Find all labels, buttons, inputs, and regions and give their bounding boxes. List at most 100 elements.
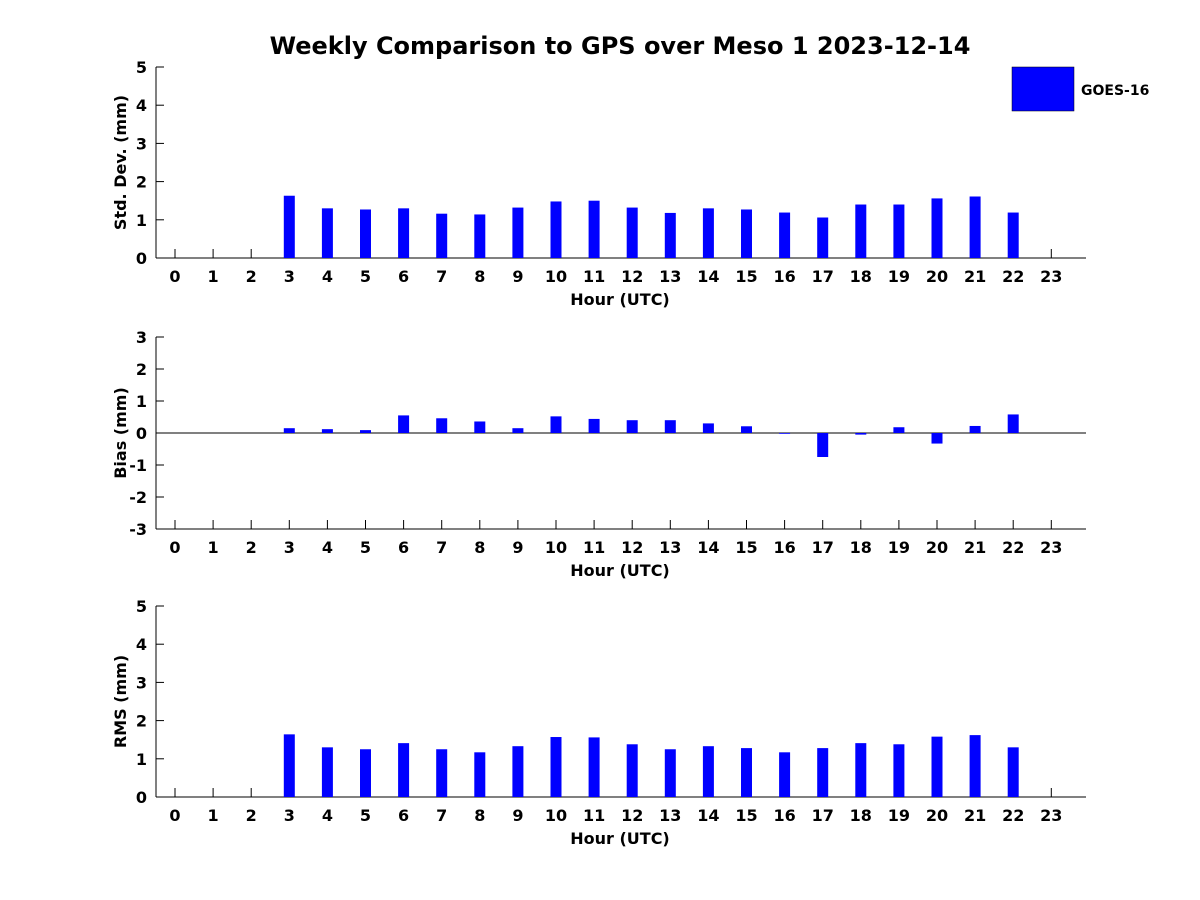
bar [817,217,829,258]
x-tick-label: 3 [284,806,295,825]
legend-swatch [1011,66,1075,112]
bar [664,420,676,433]
x-tick-label: 13 [659,806,681,825]
x-tick-label: 10 [545,538,567,557]
x-tick-label: 12 [621,538,643,557]
x-tick-label: 4 [322,538,333,557]
x-tick-label: 18 [850,806,872,825]
bar [817,433,829,457]
y-axis-label: Std. Dev. (mm) [111,95,130,230]
x-tick-label: 9 [512,267,523,286]
bar [626,420,638,433]
x-tick-label: 2 [246,538,257,557]
x-tick-label: 23 [1040,267,1062,286]
x-tick-label: 1 [208,806,219,825]
bar [398,208,410,258]
x-tick-label: 10 [545,806,567,825]
y-tick-label: 1 [136,392,147,411]
x-tick-label: 15 [735,538,757,557]
bar [474,421,486,433]
bar [702,208,714,258]
x-tick-label: 6 [398,267,409,286]
x-tick-label: 7 [436,538,447,557]
bar [741,426,752,433]
bar [931,433,943,444]
bar [626,207,638,258]
x-tick-label: 4 [322,267,333,286]
x-tick-label: 1 [208,538,219,557]
x-tick-label: 21 [964,806,986,825]
x-tick-label: 19 [888,806,910,825]
x-tick-label: 20 [926,806,948,825]
x-axis-label: Hour (UTC) [570,829,670,848]
bar [474,214,486,258]
x-tick-label: 3 [284,538,295,557]
legend: GOES-16 [1011,66,1149,112]
bar [741,209,752,258]
bar [550,416,562,433]
bar [817,748,829,797]
bar [969,196,981,258]
bar [588,418,600,433]
bar [893,204,905,258]
bar [398,743,410,797]
y-tick-label: -3 [129,520,147,539]
x-tick-label: 12 [621,806,643,825]
bar [321,429,333,433]
x-tick-label: 13 [659,267,681,286]
x-tick-label: 18 [850,267,872,286]
bar [512,428,524,433]
x-tick-label: 12 [621,267,643,286]
y-tick-label: 1 [136,750,147,769]
bar [588,200,600,258]
x-tick-label: 7 [436,806,447,825]
bar [283,734,295,797]
y-tick-label: 3 [136,328,147,347]
bar [664,212,676,258]
bar [893,744,905,797]
x-tick-label: 9 [512,806,523,825]
y-tick-label: -1 [129,456,147,475]
x-tick-label: 15 [735,806,757,825]
bar [283,195,295,258]
x-tick-label: 23 [1040,538,1062,557]
x-tick-label: 5 [360,267,371,286]
x-tick-label: 22 [1002,267,1024,286]
bar [779,433,791,434]
bar [321,208,333,258]
bar [283,428,295,433]
bar [931,198,943,258]
y-tick-label: 4 [136,96,147,115]
x-tick-label: 19 [888,267,910,286]
x-tick-label: 11 [583,806,605,825]
y-tick-label: 3 [136,134,147,153]
x-tick-label: 0 [169,538,180,557]
x-tick-label: 14 [697,538,719,557]
y-tick-label: 2 [136,360,147,379]
y-tick-label: 0 [136,249,147,268]
bar [588,737,600,797]
bar [855,743,867,797]
bar [969,425,981,433]
x-tick-label: 18 [850,538,872,557]
x-tick-label: 20 [926,267,948,286]
bar [779,752,791,797]
bar [664,749,676,797]
x-tick-label: 16 [773,806,795,825]
bar [969,735,981,797]
x-tick-label: 15 [735,267,757,286]
bar [512,207,524,258]
bar [1007,212,1019,258]
bar [360,749,371,797]
x-tick-label: 9 [512,538,523,557]
y-axis-label: RMS (mm) [111,655,130,748]
bar [398,415,410,433]
bar [436,213,448,258]
x-tick-label: 8 [474,267,485,286]
x-tick-label: 5 [360,538,371,557]
bar [855,204,867,258]
x-tick-label: 21 [964,538,986,557]
x-tick-label: 4 [322,806,333,825]
